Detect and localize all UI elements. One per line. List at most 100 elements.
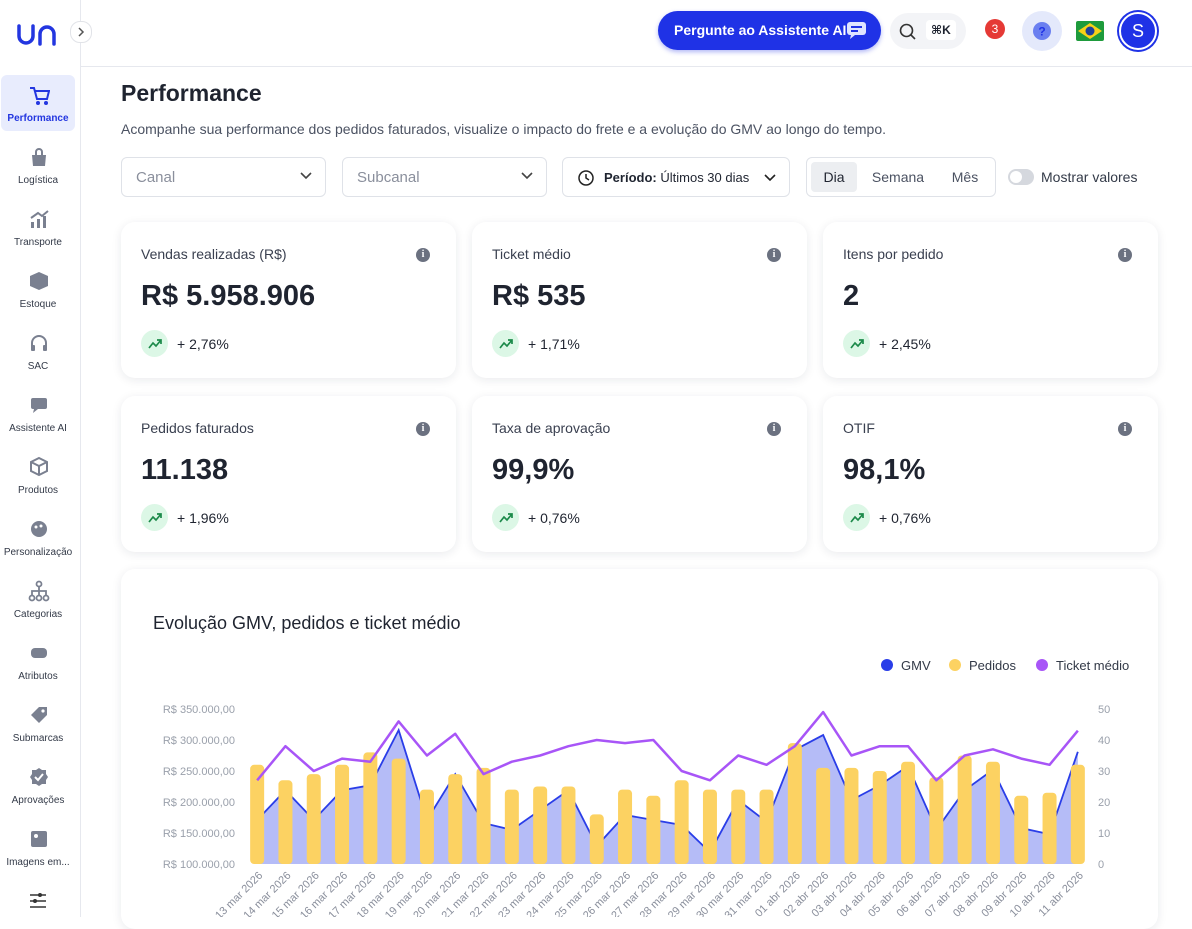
- nav-item[interactable]: Logística: [1, 137, 75, 193]
- chart: Evolução GMV, pedidos e ticket médio R$ 1…: [153, 613, 1129, 917]
- subchannel-placeholder: Subcanal: [357, 169, 420, 186]
- nav-item[interactable]: [27, 890, 49, 915]
- kpi-label: Taxa de aprovação: [492, 420, 611, 436]
- bar: [618, 789, 633, 864]
- nav-label: Produtos: [17, 485, 59, 496]
- nav-item[interactable]: Atributos: [1, 633, 75, 689]
- legend-marker: [881, 659, 893, 671]
- kpi-change: + 1,71%: [528, 336, 580, 352]
- granularity-option[interactable]: Semana: [871, 169, 925, 185]
- nav-icon: [30, 893, 46, 908]
- info-icon[interactable]: i: [1118, 422, 1132, 436]
- nav-item[interactable]: Personalização: [1, 509, 75, 565]
- nav-icon: [31, 707, 47, 723]
- bar: [278, 780, 293, 864]
- collapse-button[interactable]: [70, 21, 92, 43]
- period-label: Período:: [604, 170, 657, 185]
- info-icon[interactable]: i: [1118, 248, 1132, 262]
- bar: [589, 814, 604, 864]
- nav-icon: [31, 829, 49, 847]
- nav-item[interactable]: Transporte: [1, 199, 75, 255]
- y-tick-label: R$ 150.000,00: [163, 828, 235, 840]
- bar: [759, 789, 774, 864]
- nav-label: Atributos: [18, 671, 58, 682]
- nav-item[interactable]: Produtos: [1, 447, 75, 503]
- search[interactable]: ⌘K: [890, 13, 966, 49]
- bar: [702, 789, 717, 864]
- nav-item[interactable]: Performance: [1, 75, 75, 131]
- bar: [419, 789, 434, 864]
- bar: [1042, 792, 1057, 864]
- y-tick-label: R$ 100.000,00: [163, 859, 235, 871]
- bar: [957, 755, 972, 864]
- legend-label: GMV: [901, 658, 931, 673]
- kpi-card: Pedidos faturados i 11.138 + 1,96%: [121, 396, 456, 552]
- legend-marker: [949, 659, 961, 671]
- kpi-change: + 0,76%: [879, 510, 931, 526]
- bar: [250, 764, 265, 864]
- nav-item[interactable]: Estoque: [1, 261, 75, 317]
- bar: [363, 752, 378, 864]
- bar: [533, 786, 548, 864]
- kpi-card: Itens por pedido i 2 + 2,45%: [823, 222, 1158, 378]
- channel-select[interactable]: Canal: [121, 157, 326, 197]
- granularity-option[interactable]: Dia: [811, 162, 857, 192]
- channel-placeholder: Canal: [136, 169, 176, 186]
- y-tick-label: R$ 300.000,00: [163, 735, 235, 747]
- granularity-option[interactable]: Mês: [951, 169, 979, 185]
- bar: [985, 761, 1000, 864]
- subchannel-select[interactable]: Subcanal: [342, 157, 547, 197]
- info-icon[interactable]: i: [416, 422, 430, 436]
- period-select[interactable]: Período: Últimos 30 dias: [562, 157, 790, 197]
- kpi-card: Vendas realizadas (R$) i R$ 5.958.906 + 2,7…: [121, 222, 456, 378]
- bar: [448, 774, 463, 864]
- bar: [504, 789, 519, 864]
- nav-item[interactable]: Aprovações: [1, 757, 75, 813]
- toggle[interactable]: [1008, 169, 1034, 185]
- nav-label: Personalização: [3, 547, 73, 558]
- nav-label: Transporte: [14, 237, 62, 248]
- nav-item[interactable]: Imagens em...: [1, 819, 75, 875]
- kpi-value: 2: [843, 280, 860, 312]
- area: [257, 730, 1078, 864]
- info-icon[interactable]: i: [416, 248, 430, 262]
- nav-item[interactable]: Submarcas: [1, 695, 75, 751]
- y2-tick-label: 40: [1098, 735, 1110, 747]
- y2-tick-label: 30: [1098, 766, 1110, 778]
- bar: [844, 767, 859, 864]
- nav-label: Estoque: [19, 299, 57, 310]
- flag-brazil[interactable]: [1076, 21, 1104, 41]
- info-icon[interactable]: i: [767, 248, 781, 262]
- nav-icon: [30, 210, 49, 228]
- bar: [1070, 764, 1085, 864]
- chart-title: Evolução GMV, pedidos e ticket médio: [153, 613, 461, 633]
- info-icon[interactable]: i: [767, 422, 781, 436]
- nav-icon: [30, 456, 48, 477]
- nav-icon: [28, 580, 50, 602]
- assistant-button[interactable]: Pergunte ao Assistente AI: [658, 11, 881, 50]
- nav-icon: [32, 148, 46, 166]
- trend-icon: [843, 504, 870, 531]
- nav-item[interactable]: Assistente AI: [1, 385, 75, 441]
- kpi-change: + 2,45%: [879, 336, 931, 352]
- kpi-value: 11.138: [141, 454, 229, 486]
- help-button[interactable]: ?: [1022, 11, 1062, 51]
- nav-icon: [30, 768, 48, 786]
- y-tick-label: R$ 250.000,00: [163, 766, 235, 778]
- kpi-label: Pedidos faturados: [141, 420, 254, 436]
- nav-item[interactable]: Categorias: [1, 571, 75, 627]
- y2-tick-label: 20: [1098, 797, 1110, 809]
- trend-icon: [843, 330, 870, 357]
- notification-badge[interactable]: 3: [985, 19, 1005, 39]
- nav-item[interactable]: SAC: [1, 323, 75, 379]
- svg-text:?: ?: [1038, 25, 1045, 39]
- bar: [872, 771, 887, 864]
- chat-icon: [847, 22, 866, 39]
- bar: [787, 743, 802, 864]
- assistant-button-label: Pergunte ao Assistente AI: [674, 22, 847, 38]
- kpi-change: + 0,76%: [528, 510, 580, 526]
- kpi-value: 98,1%: [843, 454, 926, 486]
- y2-tick-label: 50: [1098, 704, 1110, 716]
- avatar[interactable]: S: [1119, 12, 1157, 50]
- bar: [929, 777, 944, 864]
